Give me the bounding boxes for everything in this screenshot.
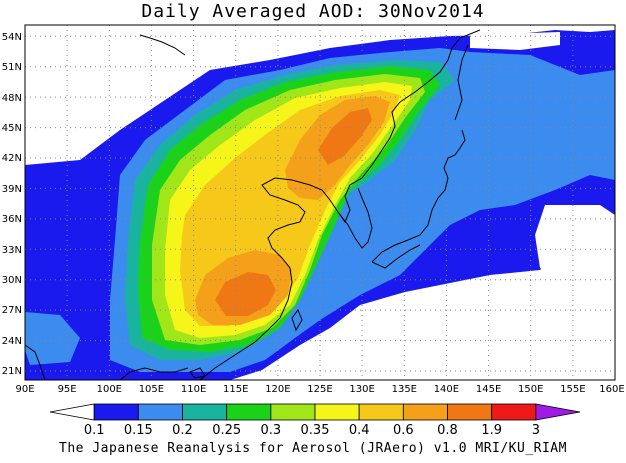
lat-tick-label: 21N [2, 366, 22, 377]
lon-tick-label: 90E [15, 384, 34, 395]
lat-tick-label: 45N [2, 123, 22, 134]
coast-china [199, 101, 401, 380]
colorbar-label: 0.15 [124, 423, 153, 438]
lon-tick-label: 105E [139, 384, 164, 395]
lon-tick-label: 115E [223, 384, 248, 395]
coast-baikal [139, 34, 186, 56]
coast-hainan [189, 367, 206, 379]
coastlines [25, 29, 481, 380]
lon-tick-label: 145E [476, 384, 501, 395]
graticule [25, 25, 615, 380]
map-title: Daily Averaged AOD: 30Nov2014 [141, 1, 485, 22]
lon-tick-label: 100E [97, 384, 122, 395]
lon-tick-label: 140E [434, 384, 459, 395]
plot-frame [24, 24, 616, 381]
colorbar-swatch [447, 403, 493, 421]
lat-tick-label: 48N [2, 93, 22, 104]
colorbar-label: 0.35 [301, 423, 330, 438]
colorbar-swatch [270, 403, 316, 421]
lon-tick-label: 110E [181, 384, 206, 395]
coast-russia [399, 29, 481, 103]
lon-tick-label: 155E [560, 384, 585, 395]
clear-area-north [470, 32, 560, 50]
colorbar-swatch [314, 403, 360, 421]
aod-level-19-south [215, 272, 276, 316]
aod-level-19-north [318, 108, 372, 165]
colorbar-label: 0.2 [172, 423, 193, 438]
lon-tick-label: 125E [307, 384, 332, 395]
colorbar-label: 0.25 [212, 423, 241, 438]
lat-tick-label: 27N [2, 305, 22, 316]
lon-tick-label: 150E [518, 384, 543, 395]
aod-level-02-west [25, 312, 80, 365]
colorbar-swatch [491, 403, 537, 421]
colorbar-label: 0.6 [393, 423, 414, 438]
colorbar-label: 0.4 [349, 423, 370, 438]
coast-japan [371, 129, 466, 263]
aod-field [25, 30, 615, 380]
lon-tick-label: 130E [349, 384, 374, 395]
colorbar-label: 0.3 [260, 423, 281, 438]
coast-bengal [25, 344, 46, 380]
coast-korea [337, 187, 373, 249]
coast-japan-south [371, 244, 421, 269]
lat-tick-label: 30N [2, 275, 22, 286]
lat-tick-label: 24N [2, 336, 22, 347]
lon-tick-label: 120E [265, 384, 290, 395]
colorbar-swatch [358, 403, 404, 421]
colorbar-swatch [49, 403, 95, 421]
lon-tick-label: 95E [58, 384, 77, 395]
colorbar-swatch [535, 403, 581, 421]
colorbar-label: 3 [532, 423, 540, 438]
lon-tick-labels: 90E 95E 100E 105E 110E 115E 120E 125E 13… [15, 384, 624, 395]
colorbar-label: 0.1 [84, 423, 105, 438]
colorbar-label: 1.9 [481, 423, 502, 438]
colorbar-label: 0.8 [437, 423, 458, 438]
lon-tick-label: 160E [599, 384, 624, 395]
colorbar-swatch [226, 403, 272, 421]
lat-tick-labels: 21N 24N 27N 30N 33N 36N 39N 42N 45N 48N … [2, 32, 22, 377]
coast-indochina [119, 367, 189, 380]
lat-tick-label: 51N [2, 62, 22, 73]
clear-area-pacific [535, 205, 615, 280]
colorbar-swatch [182, 403, 228, 421]
lat-tick-label: 39N [2, 184, 22, 195]
colorbar: 0.1 0.15 0.2 0.25 0.3 0.35 0.4 0.6 0.8 1.9 3 [49, 403, 581, 438]
lat-tick-label: 42N [2, 153, 22, 164]
colorbar-swatch [93, 403, 139, 421]
colorbar-swatch [137, 403, 183, 421]
coast-taiwan [291, 308, 303, 332]
coast-sakhalin [454, 44, 469, 121]
colorbar-swatch [402, 403, 448, 421]
lat-tick-label: 33N [2, 245, 22, 256]
lon-tick-label: 135E [392, 384, 417, 395]
credit-line: The Japanese Reanalysis for Aerosol (JRA… [59, 441, 567, 456]
lat-tick-label: 36N [2, 214, 22, 225]
lat-tick-label: 54N [2, 32, 22, 43]
